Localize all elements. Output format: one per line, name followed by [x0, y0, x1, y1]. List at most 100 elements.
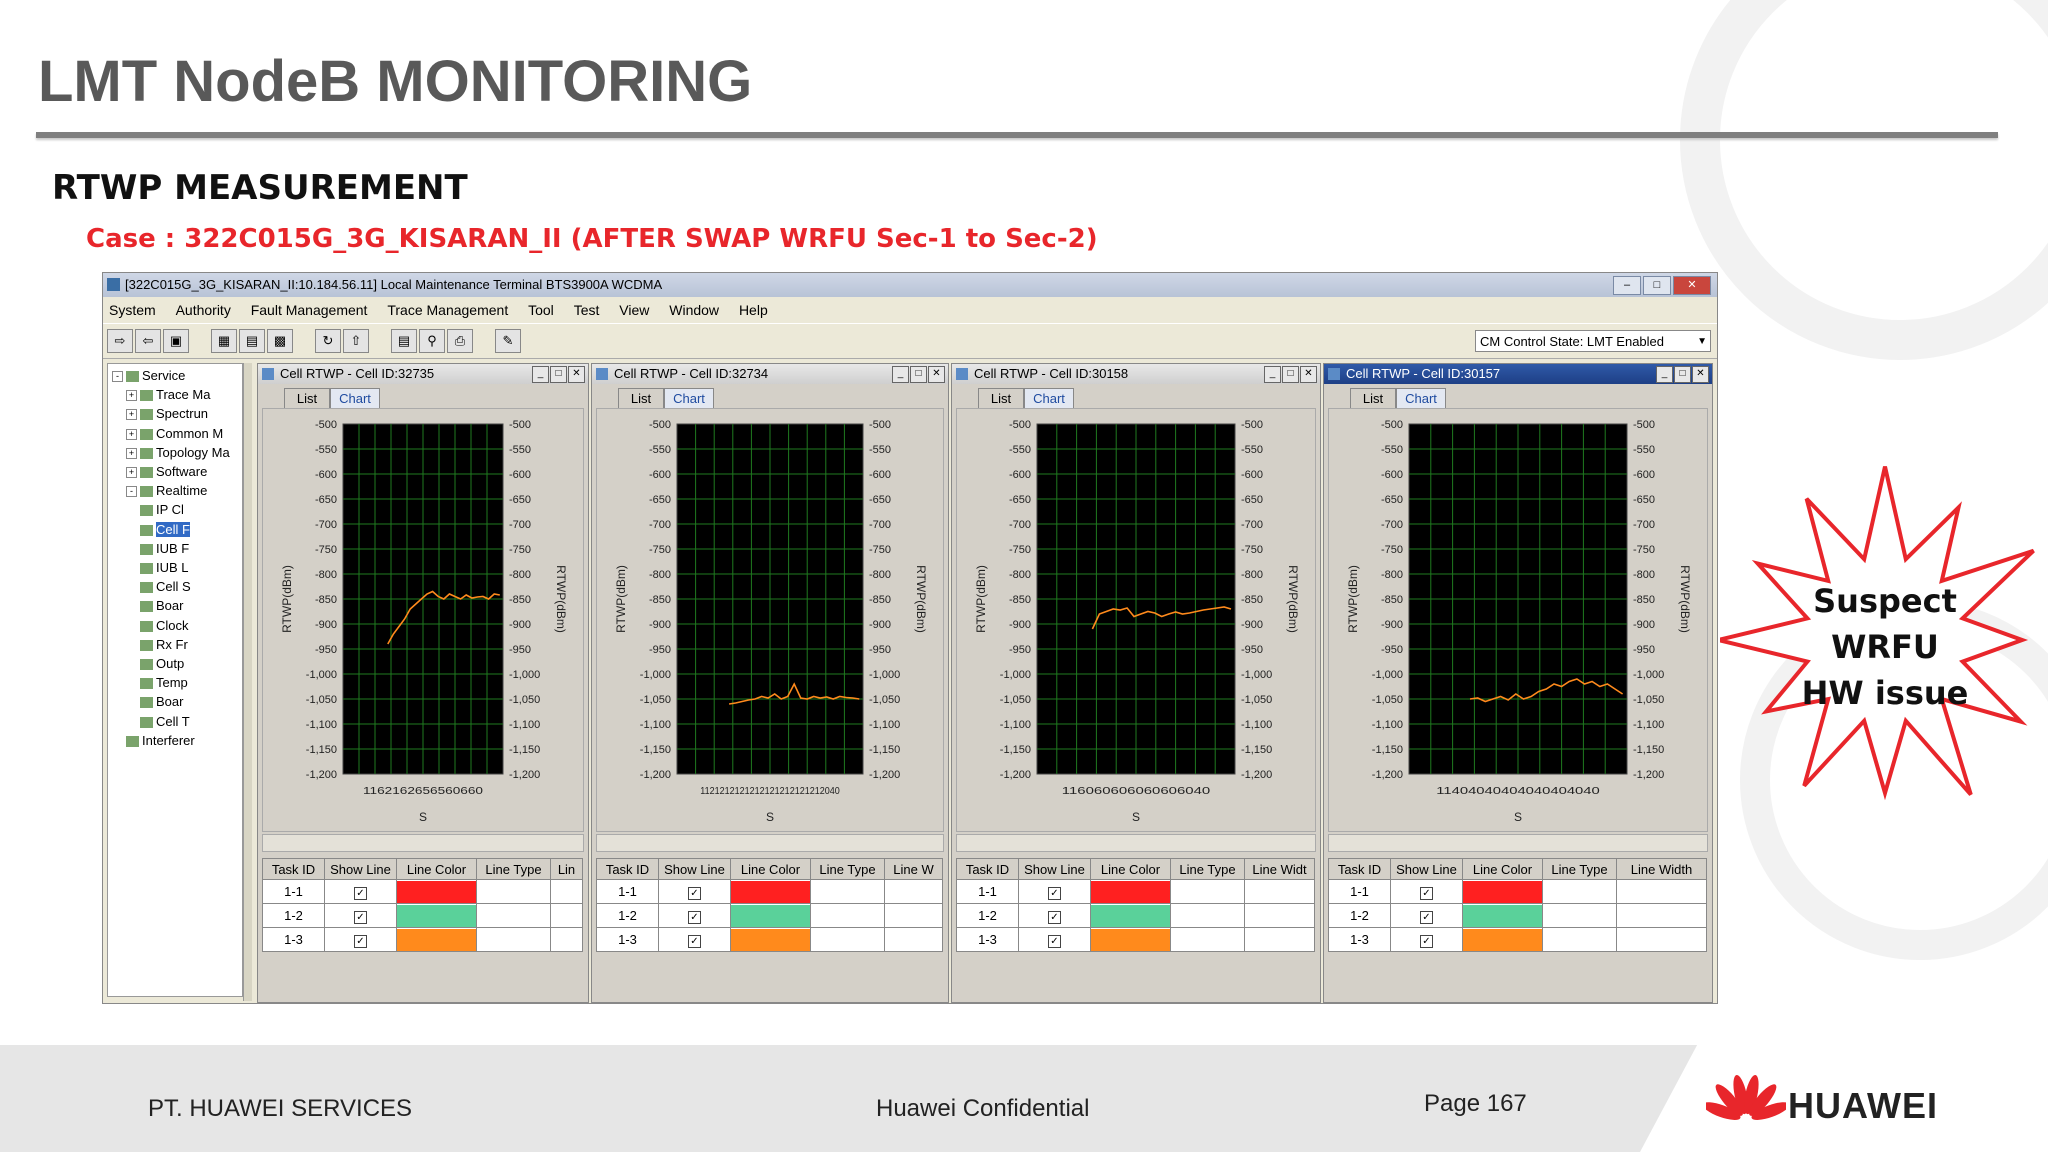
tab-list[interactable]: List — [284, 388, 330, 408]
panel-minimize-button[interactable]: _ — [892, 366, 909, 383]
panel-close-button[interactable]: ✕ — [1692, 366, 1709, 383]
line-color-cell[interactable] — [730, 927, 811, 952]
line-color-cell[interactable] — [1462, 879, 1543, 904]
calendar-icon[interactable]: ▦ — [211, 329, 237, 353]
panel-minimize-button[interactable]: _ — [1656, 366, 1673, 383]
table-header[interactable]: Show Line — [658, 858, 731, 880]
maximize-button[interactable]: □ — [1643, 276, 1671, 295]
show-line-checkbox[interactable]: ✓ — [688, 934, 701, 948]
table-row[interactable]: 1-3 ✓ — [262, 927, 583, 952]
tree-node[interactable]: Cell S — [140, 579, 191, 594]
expand-icon[interactable]: + — [126, 467, 137, 479]
show-line-cell[interactable]: ✓ — [1390, 903, 1463, 928]
tree-node[interactable]: - Realtime — [126, 483, 207, 498]
line-color-cell[interactable] — [1090, 903, 1171, 928]
line-width-cell[interactable] — [1244, 903, 1315, 928]
table-header[interactable]: Line Color — [1090, 858, 1171, 880]
cm-state-select[interactable]: CM Control State: LMT Enabled ▼ — [1475, 330, 1711, 352]
tab-chart[interactable]: Chart — [1396, 388, 1446, 408]
table-row[interactable]: 1-1 ✓ — [596, 879, 943, 904]
table-header[interactable]: Lin — [550, 858, 583, 880]
table-row[interactable]: 1-2 ✓ — [1328, 903, 1707, 928]
line-type-cell[interactable] — [1170, 903, 1245, 928]
table-icon[interactable]: ▤ — [239, 329, 265, 353]
eraser-icon[interactable]: ✎ — [495, 329, 521, 353]
tree-node[interactable]: + Software — [126, 464, 207, 479]
line-width-cell[interactable] — [1244, 927, 1315, 952]
tree-node[interactable]: + Topology Ma — [126, 445, 230, 460]
show-line-checkbox[interactable]: ✓ — [1420, 934, 1433, 948]
panel-close-button[interactable]: ✕ — [1300, 366, 1317, 383]
table-header[interactable]: Task ID — [596, 858, 659, 880]
tree-node[interactable]: Temp — [140, 675, 188, 690]
menu-test[interactable]: Test — [573, 302, 600, 318]
tab-chart[interactable]: Chart — [664, 388, 714, 408]
menu-view[interactable]: View — [619, 302, 650, 318]
table-row[interactable]: 1-2 ✓ — [262, 903, 583, 928]
tree-node[interactable]: Interferer — [126, 733, 195, 748]
panel-maximize-button[interactable]: □ — [1674, 366, 1691, 383]
expand-icon[interactable]: + — [126, 409, 137, 421]
table-header[interactable]: Line Widt — [1244, 858, 1315, 880]
show-line-checkbox[interactable]: ✓ — [1420, 886, 1433, 900]
show-line-cell[interactable]: ✓ — [324, 879, 397, 904]
table-header[interactable]: Line Color — [730, 858, 811, 880]
search-icon[interactable]: ⚲ — [419, 329, 445, 353]
show-line-cell[interactable]: ✓ — [1018, 903, 1091, 928]
tree-node[interactable]: Rx Fr — [140, 637, 188, 652]
line-type-cell[interactable] — [476, 927, 551, 952]
table-header[interactable]: Line Type — [476, 858, 551, 880]
table-header[interactable]: Task ID — [1328, 858, 1391, 880]
line-type-cell[interactable] — [810, 879, 885, 904]
upload-icon[interactable]: ⇧ — [343, 329, 369, 353]
splitter[interactable] — [243, 363, 252, 1001]
line-width-cell[interactable] — [1616, 927, 1707, 952]
horizontal-scrollbar[interactable] — [262, 834, 584, 852]
line-width-cell[interactable] — [550, 879, 583, 904]
show-line-cell[interactable]: ✓ — [1390, 927, 1463, 952]
show-line-checkbox[interactable]: ✓ — [354, 934, 367, 948]
line-width-cell[interactable] — [1244, 879, 1315, 904]
table-row[interactable]: 1-3 ✓ — [956, 927, 1315, 952]
tab-chart[interactable]: Chart — [1024, 388, 1074, 408]
table-header[interactable]: Line Width — [1616, 858, 1707, 880]
table-header[interactable]: Line Color — [396, 858, 477, 880]
table-row[interactable]: 1-1 ✓ — [262, 879, 583, 904]
panel-close-button[interactable]: ✕ — [568, 366, 585, 383]
minimize-button[interactable]: – — [1613, 276, 1641, 295]
tree-node[interactable]: IUB F — [140, 541, 189, 556]
show-line-cell[interactable]: ✓ — [658, 903, 731, 928]
line-color-cell[interactable] — [1462, 903, 1543, 928]
tab-list[interactable]: List — [978, 388, 1024, 408]
tree-node[interactable]: + Common M — [126, 426, 223, 441]
line-width-cell[interactable] — [884, 879, 943, 904]
show-line-cell[interactable]: ✓ — [658, 927, 731, 952]
line-type-cell[interactable] — [1170, 927, 1245, 952]
show-line-cell[interactable]: ✓ — [1018, 927, 1091, 952]
table-row[interactable]: 1-1 ✓ — [1328, 879, 1707, 904]
line-color-cell[interactable] — [396, 879, 477, 904]
show-line-checkbox[interactable]: ✓ — [354, 910, 367, 924]
tree-node[interactable]: Cell T — [140, 714, 190, 729]
expand-icon[interactable]: + — [126, 428, 137, 440]
menu-help[interactable]: Help — [738, 302, 768, 318]
collapse-icon[interactable]: - — [112, 371, 123, 383]
menu-fault-management[interactable]: Fault Management — [250, 302, 368, 318]
document-icon[interactable]: ▤ — [391, 329, 417, 353]
line-type-cell[interactable] — [810, 903, 885, 928]
table-header[interactable]: Line W — [884, 858, 943, 880]
tree-node[interactable]: - Service — [112, 368, 185, 383]
line-color-cell[interactable] — [730, 903, 811, 928]
tree-node[interactable]: Clock — [140, 618, 189, 633]
line-width-cell[interactable] — [1616, 903, 1707, 928]
tree-node[interactable]: Cell F — [140, 521, 190, 537]
line-type-cell[interactable] — [476, 879, 551, 904]
horizontal-scrollbar[interactable] — [596, 834, 944, 852]
panel-minimize-button[interactable]: _ — [532, 366, 549, 383]
line-width-cell[interactable] — [550, 903, 583, 928]
line-type-cell[interactable] — [476, 903, 551, 928]
table-header[interactable]: Show Line — [1390, 858, 1463, 880]
table-header[interactable]: Line Type — [810, 858, 885, 880]
show-line-checkbox[interactable]: ✓ — [1048, 934, 1061, 948]
line-width-cell[interactable] — [1616, 879, 1707, 904]
